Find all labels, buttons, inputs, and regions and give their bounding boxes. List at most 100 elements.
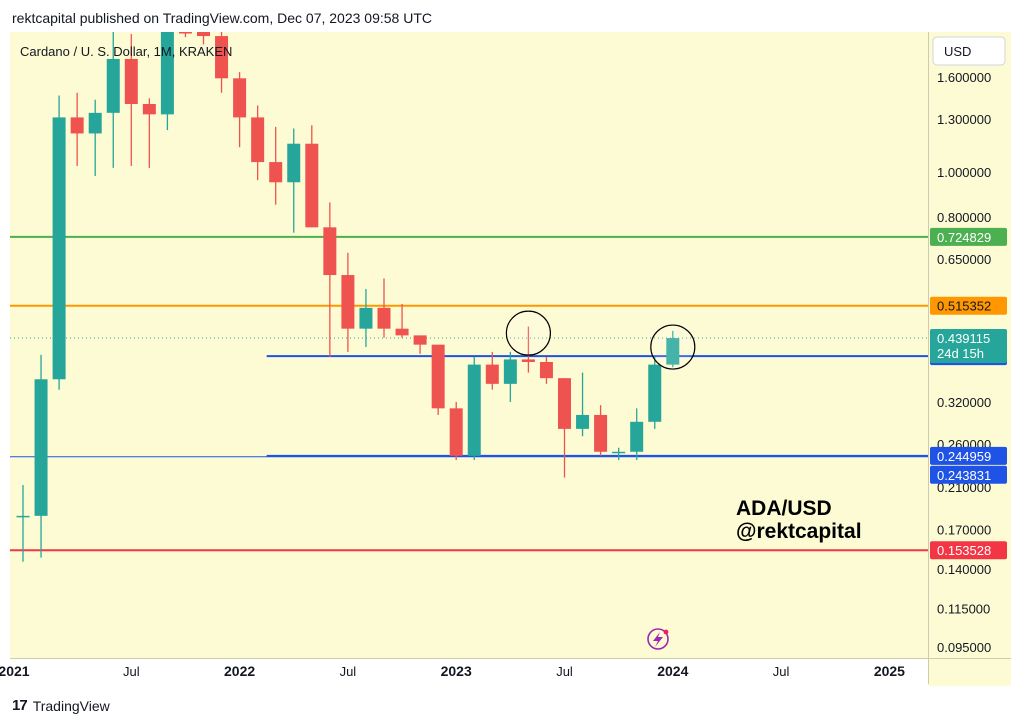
candle-body <box>377 307 391 329</box>
candle-body <box>178 32 192 34</box>
candle <box>648 356 662 429</box>
time-tick: Jul <box>123 664 140 679</box>
price-tick: 0.650000 <box>937 252 991 267</box>
time-tick: 2021 <box>0 663 30 679</box>
candle <box>106 32 120 168</box>
price-tick: 1.600000 <box>937 70 991 85</box>
candle <box>467 356 481 461</box>
candle-body <box>413 335 427 345</box>
price-tag-label: 0.243831 <box>937 468 991 483</box>
highlight-circles <box>505 310 696 370</box>
symbol-line: Cardano / U. S. Dollar, 1M, KRAKEN <box>20 44 232 59</box>
candle <box>88 99 102 176</box>
candle <box>503 351 517 402</box>
candle <box>576 372 590 437</box>
candle-body <box>431 344 445 409</box>
candle <box>630 408 644 461</box>
candle <box>269 126 283 205</box>
candle-body <box>215 36 229 79</box>
candle-body <box>467 364 481 456</box>
publish-info: rektcapital published on TradingView.com… <box>12 10 432 26</box>
candle-body <box>485 364 499 384</box>
watermark-handle: @rektcapital <box>736 520 862 543</box>
candle-body <box>142 103 156 115</box>
candle-body <box>34 379 48 516</box>
candle <box>124 34 138 166</box>
candle-body <box>287 143 301 183</box>
countdown-label: 24d 15h <box>937 346 984 361</box>
price-tick: 0.170000 <box>937 523 991 538</box>
footer-brand[interactable]: TradingView <box>32 697 110 714</box>
candle-body <box>52 117 66 380</box>
candle <box>449 401 463 461</box>
candle-body <box>233 78 247 118</box>
price-tags: 0.7248290.5153520.4015480.2449590.243831… <box>930 227 1007 560</box>
candle <box>178 32 192 38</box>
candle <box>413 335 427 354</box>
candle-body <box>323 227 337 276</box>
candle-body <box>305 143 319 228</box>
candle-body <box>197 32 210 37</box>
candle-body <box>576 414 590 429</box>
candle <box>233 72 247 148</box>
time-axis[interactable]: 2021 Jul 2022 Jul 2023 Jul 2024 Jul 2025 <box>0 663 905 679</box>
candle-body <box>124 58 138 104</box>
candle <box>359 288 373 348</box>
candle <box>142 98 156 168</box>
candle <box>160 32 174 131</box>
candle-body <box>612 451 626 454</box>
candle <box>521 326 535 373</box>
candle <box>539 356 553 384</box>
price-tick: 0.800000 <box>937 210 991 225</box>
candle <box>305 125 319 228</box>
candle <box>215 32 229 93</box>
candle <box>16 485 30 562</box>
tradingview-logo-icon: 17 <box>12 697 28 714</box>
candle <box>197 32 210 45</box>
price-tick: 0.095000 <box>937 640 991 655</box>
candle-body <box>558 378 571 429</box>
candle <box>485 351 499 390</box>
time-tick: 2024 <box>657 663 688 679</box>
highlight-circle <box>505 310 552 356</box>
candle-body <box>251 117 265 163</box>
candle <box>251 105 265 181</box>
candle-body <box>594 414 608 452</box>
candles <box>16 32 680 562</box>
watermark-pair: ADA/USD <box>736 497 832 520</box>
current-price-label: 0.439115 <box>937 331 990 346</box>
currency-button[interactable]: USD <box>932 36 1006 66</box>
candle-body <box>106 58 120 113</box>
candle <box>395 303 409 338</box>
price-tick: 1.000000 <box>937 165 991 180</box>
candle-body <box>16 515 30 518</box>
candle-body <box>648 364 662 422</box>
candle-body <box>503 359 517 384</box>
lightning-icon[interactable] <box>647 628 669 650</box>
footer: 17 TradingView <box>12 697 110 714</box>
candle <box>341 252 355 352</box>
candle-body <box>359 307 373 329</box>
level-price-tag: 0.515352 <box>930 296 1007 315</box>
candle-body <box>341 275 355 329</box>
candle-body <box>269 162 283 183</box>
time-tick: Jul <box>340 664 357 679</box>
level-price-tag: 0.243831 <box>930 465 1007 484</box>
price-tag-label: 0.153528 <box>937 543 991 558</box>
candle <box>70 92 84 166</box>
candle-body <box>160 32 174 115</box>
price-tag-label: 0.724829 <box>937 230 991 245</box>
price-tick: 0.320000 <box>937 395 991 410</box>
time-tick: 2022 <box>224 663 255 679</box>
time-tick: Jul <box>773 664 790 679</box>
candle-body <box>70 117 84 134</box>
candle-body <box>666 338 680 365</box>
level-price-tag: 0.244959 <box>930 446 1007 465</box>
price-tag-label: 0.244959 <box>937 449 991 464</box>
price-tick: 0.140000 <box>937 562 991 577</box>
candle <box>431 344 445 415</box>
candle-body <box>630 421 644 452</box>
candle <box>558 378 571 478</box>
currency-label: USD <box>944 44 971 59</box>
